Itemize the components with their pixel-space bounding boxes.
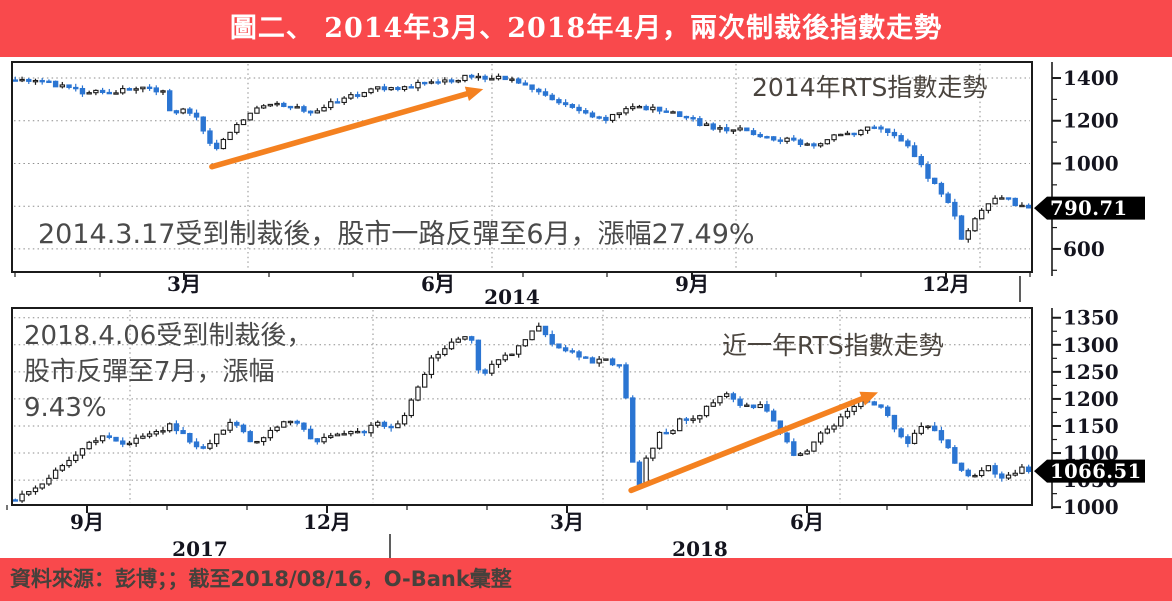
source-footer: 資料來源：彭博；；截至2018/08/16，O-Bank彙整 bbox=[0, 558, 1172, 601]
x-tick-label: 12月 bbox=[303, 510, 351, 534]
y-tick-label: 1150 bbox=[1063, 414, 1119, 438]
rebound-arrow bbox=[628, 391, 878, 494]
y-axis: 13501300125012001150110010501000 bbox=[1051, 306, 1119, 519]
year-label: 2018 bbox=[672, 537, 728, 561]
candles bbox=[12, 322, 1032, 503]
x-tick-label: 6月 bbox=[790, 510, 824, 534]
x-tick-label: 9月 bbox=[675, 272, 709, 296]
y-tick-label: 1200 bbox=[1063, 109, 1119, 133]
x-tick-label: 3月 bbox=[167, 272, 201, 296]
y-tick-label: 1200 bbox=[1063, 387, 1119, 411]
chart-1: 1400 1200 1000 600 3月 6月 9月 12月 2014 790.71 bbox=[11, 61, 1145, 309]
last-price-badge: 790.71 bbox=[1034, 196, 1145, 220]
x-tick-label: 3月 bbox=[550, 510, 584, 534]
figure-title: 圖二、 2014年3月、2018年4月，兩次制裁後指數走勢 bbox=[229, 13, 943, 44]
last-price-value: 790.71 bbox=[1050, 197, 1128, 220]
x-tick-label: 12月 bbox=[922, 272, 970, 296]
year-label: 2017 bbox=[172, 537, 228, 561]
chart-2: 135013001250120011501100105010009月12月3月6… bbox=[6, 306, 1145, 561]
candles bbox=[12, 73, 1032, 243]
chart2-series-label: 近一年RTS指數走勢 bbox=[722, 331, 944, 360]
gridlines bbox=[14, 310, 1030, 503]
x-axis: 3月 6月 9月 12月 2014 bbox=[14, 272, 1031, 309]
y-tick-label: 1000 bbox=[1063, 495, 1119, 519]
rebound-arrow bbox=[209, 86, 484, 170]
last-price-value: 1066.51 bbox=[1050, 460, 1142, 483]
y-tick-label: 1300 bbox=[1063, 333, 1119, 357]
x-tick-label: 6月 bbox=[421, 272, 455, 296]
gridlines bbox=[14, 64, 1030, 270]
x-tick-label: 9月 bbox=[70, 510, 104, 534]
year-label: 2014 bbox=[484, 285, 540, 309]
chart1-annotation: 2014.3.17受到制裁後，股市一路反彈至6月，漲幅27.49% bbox=[38, 219, 755, 250]
x-axis: 9月 12月 3月 6月 2017 2018 bbox=[6, 505, 968, 561]
figure-title-banner: 圖二、 2014年3月、2018年4月，兩次制裁後指數走勢 bbox=[0, 0, 1172, 57]
y-tick-label: 1250 bbox=[1063, 360, 1119, 384]
y-tick-label: 1000 bbox=[1063, 151, 1119, 175]
y-tick-label: 1400 bbox=[1063, 66, 1119, 90]
y-tick-label: 600 bbox=[1063, 237, 1105, 261]
chart2-annotation: 2018.4.06受到制裁後， 股市反彈至7月，漲幅 9.43% bbox=[24, 321, 313, 423]
y-axis: 1400 1200 1000 600 bbox=[1051, 62, 1119, 276]
last-price-badge: 1066.51 bbox=[1034, 459, 1145, 483]
chart1-series-label: 2014年RTS指數走勢 bbox=[752, 73, 988, 102]
y-tick-label: 1350 bbox=[1063, 306, 1119, 330]
source-text: 資料來源：彭博；；截至2018/08/16，O-Bank彙整 bbox=[10, 567, 512, 591]
